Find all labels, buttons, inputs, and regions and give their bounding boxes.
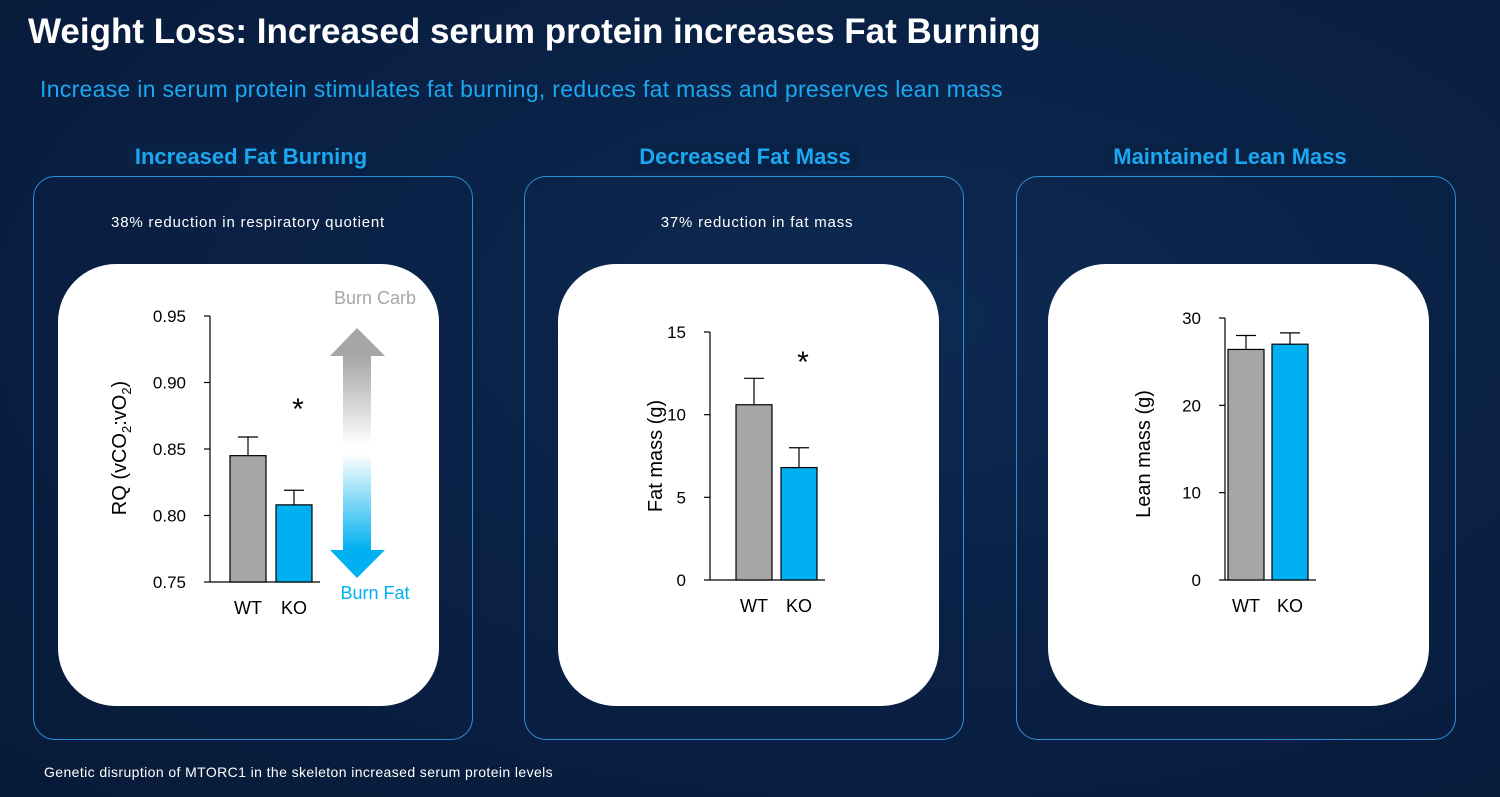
y-tick-label: 10 [1182, 484, 1201, 503]
y-tick-label: 0.90 [153, 374, 186, 393]
category-label: WT [234, 598, 262, 618]
panel-heading-fat-burning: Increased Fat Burning [126, 144, 376, 170]
bar-wt [1227, 348, 1265, 581]
y-axis-label: RQ (vCO2:vO2) [109, 381, 134, 515]
burn-fat-label: Burn Fat [340, 583, 409, 603]
category-label: WT [1232, 596, 1260, 616]
bar-ko [275, 504, 313, 583]
panel-heading-lean-mass: Maintained Lean Mass [1105, 144, 1355, 170]
panel-fat-burning [33, 176, 473, 740]
y-tick-label: 20 [1182, 396, 1201, 415]
panel-lean-mass [1016, 176, 1456, 740]
y-tick-label: 0 [1192, 571, 1201, 590]
chart-card-lean-mass: 0 10 20 30 WT KO Lean mass (g) [1048, 264, 1429, 706]
category-label: KO [281, 598, 307, 618]
arrow-down-icon [330, 454, 385, 578]
footnote: Genetic disruption of MTORC1 in the skel… [44, 764, 554, 780]
chart-rq: Burn Carb Burn Fat RQ (vCO2:vO2) 0.75 0.8… [109, 288, 416, 618]
chart-lean-mass: 0 10 20 30 WT KO Lean mass (g) [1133, 309, 1316, 616]
y-tick-label: 0 [677, 571, 686, 590]
y-tick-label: 0.75 [153, 573, 186, 592]
y-tick-label: 15 [667, 323, 686, 342]
y-axis-label: Lean mass (g) [1133, 390, 1155, 518]
panel-fat-mass [524, 176, 964, 740]
page-subtitle: Increase in serum protein stimulates fat… [40, 76, 1003, 102]
page-title: Weight Loss: Increased serum protein inc… [28, 12, 1041, 51]
burn-carb-label: Burn Carb [334, 288, 416, 308]
bar-ko [780, 466, 818, 581]
bar-wt [229, 455, 267, 583]
chart-fat-mass: 0 5 10 15 WT KO * Fat mass (g) [645, 323, 825, 616]
y-axis-label: Fat mass (g) [645, 400, 667, 512]
y-tick-label: 10 [667, 406, 686, 425]
y-tick-label: 0.95 [153, 307, 186, 326]
bar-wt [735, 404, 773, 581]
chart-card-fat-mass: 0 5 10 15 WT KO * Fat mass (g) [558, 264, 939, 706]
panel-heading-fat-mass: Decreased Fat Mass [631, 144, 859, 170]
y-tick-label: 5 [677, 488, 686, 507]
category-label: WT [740, 596, 768, 616]
y-tick-label: 30 [1182, 309, 1201, 328]
significance-marker: * [292, 393, 304, 426]
category-label: KO [786, 596, 812, 616]
panel-note-fat-mass: 37% reduction in fat mass [660, 214, 854, 231]
bar-ko [1271, 343, 1309, 581]
category-label: KO [1277, 596, 1303, 616]
y-tick-label: 0.85 [153, 440, 186, 459]
y-tick-label: 0.80 [153, 507, 186, 526]
panel-note-fat-burning: 38% reduction in respiratory quotient [111, 214, 385, 231]
significance-marker: * [797, 346, 809, 379]
arrow-up-icon [330, 328, 385, 446]
chart-card-rq: Burn Carb Burn Fat RQ (vCO2:vO2) 0.75 0.8… [58, 264, 439, 706]
